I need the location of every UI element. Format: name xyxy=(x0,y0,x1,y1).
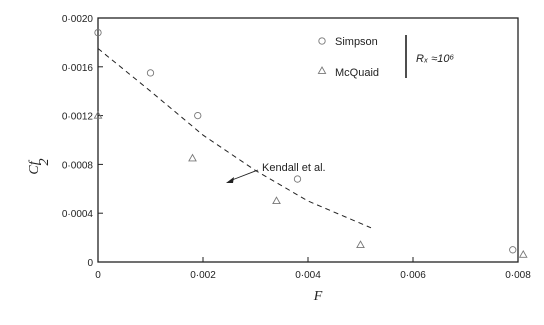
mcquaid-point xyxy=(518,249,528,258)
y-tick-label: 0 xyxy=(87,258,93,269)
kendall-et-al-curve xyxy=(97,48,372,229)
x-tick-label: 0·004 xyxy=(295,270,321,281)
legend-simpson-marker xyxy=(318,37,326,45)
x-tick-label: 0·008 xyxy=(505,270,531,281)
mcquaid-point xyxy=(272,196,281,205)
y-tick-label: 0·0016 xyxy=(62,63,94,74)
simpson-point xyxy=(94,28,102,37)
x-tick-label: 0·006 xyxy=(400,270,426,281)
x-axis-label: F xyxy=(313,289,323,304)
annotation-kendall: Kendall et al. xyxy=(262,162,326,174)
y-ticks: 0 0·0004 0·0008 0·0012 0·0016 0·0020 xyxy=(62,14,103,269)
x-tick-label: 0 xyxy=(95,270,101,281)
legend: Simpson McQuaid Rₓ ≈10⁶ xyxy=(317,35,454,79)
y-axis-label: Cf xyxy=(27,159,42,174)
legend-mcquaid-marker xyxy=(317,66,327,74)
series-layer xyxy=(93,28,528,258)
mcquaid-point xyxy=(93,110,103,119)
simpson-point xyxy=(146,69,155,77)
legend-simpson-label: Simpson xyxy=(335,36,378,48)
mcquaid-point xyxy=(356,240,365,248)
x-ticks: 0 0·002 0·004 0·006 0·008 xyxy=(95,257,531,281)
simpson-point xyxy=(293,175,302,183)
annotation-arrowhead xyxy=(226,177,234,183)
y-tick-label: 0·0004 xyxy=(62,209,94,220)
x-tick-label: 0·002 xyxy=(190,270,216,281)
axes xyxy=(97,17,519,263)
annotation-arrow xyxy=(231,169,259,181)
simpson-point xyxy=(194,111,202,120)
simpson-point xyxy=(509,246,517,254)
plot-frame xyxy=(97,17,519,263)
y-tick-label: 0·0008 xyxy=(62,160,94,171)
mcquaid-point xyxy=(188,153,197,162)
y-tick-label: 0·0020 xyxy=(62,14,94,25)
legend-mcquaid-label: McQuaid xyxy=(335,67,379,79)
y-tick-label: 0·0012 xyxy=(62,112,94,123)
legend-group-label: Rₓ ≈10⁶ xyxy=(416,53,454,65)
y-axis-label-denominator: 2 xyxy=(37,159,52,166)
